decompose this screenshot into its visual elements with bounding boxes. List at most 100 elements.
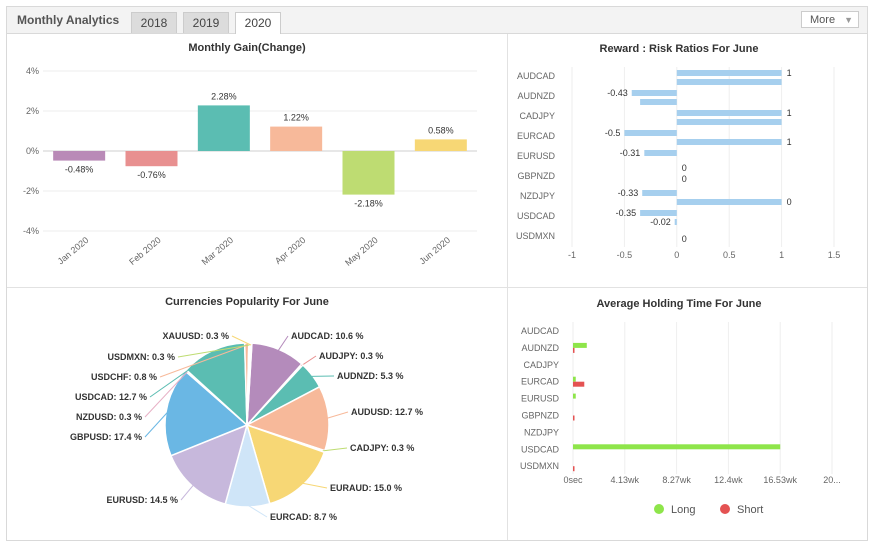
y-tick-label: USDCAD	[517, 211, 556, 221]
bar	[624, 130, 677, 136]
bar	[676, 139, 782, 145]
y-tick-label: NZDJPY	[520, 191, 555, 201]
x-tick-label: Jan 2020	[56, 235, 91, 266]
bar	[342, 151, 395, 195]
widget-header: Monthly Analytics 2018 2019 2020 More ▼	[7, 7, 867, 34]
charts-canvas: Monthly Gain(Change) 4% 2% 0% -2% -4% -0.48% J…	[23, 42, 841, 522]
data-label: -0.02	[650, 217, 671, 227]
x-tick-label: Mar 2020	[200, 235, 236, 267]
holding-time-chart: Average Holding Time For June 0sec 4.13wk…	[520, 298, 841, 516]
x-tick-label: 0.5	[723, 250, 736, 260]
bar	[676, 70, 782, 76]
monthly-gain-title: Monthly Gain(Change)	[188, 42, 306, 54]
pie-label: EURCAD: 8.7 %	[270, 512, 337, 522]
x-tick-label: 8.27wk	[662, 475, 691, 485]
y-tick-label: EURCAD	[521, 377, 560, 387]
data-label: 1	[787, 137, 792, 147]
currencies-popularity-chart: Currencies Popularity For June AUDCAD: 1…	[70, 296, 423, 522]
pie-label: AUDJPY: 0.3 %	[319, 351, 383, 361]
x-tick-label: Feb 2020	[127, 235, 163, 267]
y-tick-label: AUDCAD	[521, 326, 560, 336]
more-label: More	[810, 14, 836, 26]
bar	[631, 90, 677, 96]
y-tick-label: 4%	[26, 66, 39, 76]
tab-2019[interactable]: 2019	[183, 12, 229, 33]
pie-leader-line	[149, 351, 214, 398]
bar	[573, 381, 585, 387]
bar	[573, 444, 781, 450]
data-label: 1	[787, 108, 792, 118]
bar	[642, 190, 677, 196]
bar	[573, 393, 576, 399]
x-tick-label: Apr 2020	[273, 235, 307, 266]
pie-label: NZDUSD: 0.3 %	[76, 412, 142, 422]
y-tick-label: EURUSD	[517, 151, 556, 161]
bar	[125, 151, 178, 167]
tab-2020[interactable]: 2020	[235, 12, 281, 34]
y-tick-label: 0%	[26, 146, 39, 156]
pie-leader-line	[277, 335, 289, 352]
y-tick-label: NZDJPY	[524, 427, 559, 437]
pie-label: AUDNZD: 5.3 %	[337, 371, 404, 381]
widget-title: Monthly Analytics	[17, 13, 120, 27]
pie-label: GBPUSD: 17.4 %	[70, 432, 142, 442]
pie-slice	[245, 423, 326, 505]
tab-2018[interactable]: 2018	[131, 12, 177, 33]
data-label: -0.35	[616, 208, 637, 218]
bar	[640, 210, 677, 216]
pie-leader-line	[144, 411, 169, 438]
bar	[573, 415, 575, 421]
pie-label: USDCAD: 12.7 %	[75, 392, 147, 402]
data-label: 0.58%	[428, 125, 454, 135]
bar	[53, 151, 106, 161]
data-label: 0	[682, 174, 687, 184]
legend-marker	[720, 504, 730, 514]
pie-leader-line	[300, 355, 317, 367]
x-tick-label: 0sec	[563, 475, 583, 485]
y-tick-label: USDMXN	[520, 461, 559, 471]
y-tick-label: USDCAD	[521, 444, 560, 454]
pie-leader-line	[301, 482, 328, 489]
bar	[676, 199, 782, 205]
pie-label: EURAUD: 15.0 %	[330, 483, 402, 493]
x-tick-label: 1.5	[828, 250, 841, 260]
data-label: 2.28%	[211, 91, 237, 101]
x-tick-label: Jun 2020	[417, 235, 452, 266]
y-tick-label: -2%	[23, 186, 39, 196]
bar	[573, 466, 575, 472]
pie-slice	[185, 342, 248, 427]
monthly-analytics-widget: Monthly Analytics 2018 2019 2020 More ▼ …	[6, 6, 868, 541]
bar	[676, 79, 782, 85]
y-tick-label: AUDCAD	[517, 71, 556, 81]
x-tick-label: -1	[568, 250, 576, 260]
pie-slice	[246, 342, 253, 426]
y-tick-label: USDMXN	[516, 231, 555, 241]
panel-divider-horizontal	[7, 287, 867, 288]
pie-label: AUDUSD: 12.7 %	[351, 407, 423, 417]
data-label: -0.5	[605, 128, 621, 138]
pie-leader-line	[180, 484, 195, 501]
y-tick-label: CADJPY	[523, 360, 559, 370]
pie-label: CADJPY: 0.3 %	[350, 443, 414, 453]
data-label: -2.18%	[354, 199, 383, 209]
data-label: -0.31	[620, 148, 641, 158]
data-label: -0.76%	[137, 170, 166, 180]
x-tick-label: 1	[779, 250, 784, 260]
more-dropdown[interactable]: More ▼	[801, 11, 859, 28]
monthly-gain-chart: Monthly Gain(Change) 4% 2% 0% -2% -4% -0.48% J…	[23, 42, 477, 268]
bar	[573, 376, 576, 382]
pie-label: USDMXN: 0.3 %	[107, 352, 175, 362]
data-label: -0.48%	[65, 165, 94, 175]
pie-leader-line	[177, 344, 250, 358]
chevron-down-icon: ▼	[844, 15, 853, 25]
data-label: 0	[682, 234, 687, 244]
pie-leader-line	[159, 344, 247, 378]
bar	[676, 110, 782, 116]
bar	[640, 99, 677, 105]
data-label: 1.22%	[283, 113, 309, 123]
x-tick-label: -0.5	[617, 250, 633, 260]
bar	[270, 126, 323, 151]
holding-time-title: Average Holding Time For June	[596, 298, 761, 310]
x-tick-label: 12.4wk	[714, 475, 743, 485]
y-tick-label: CADJPY	[519, 111, 555, 121]
